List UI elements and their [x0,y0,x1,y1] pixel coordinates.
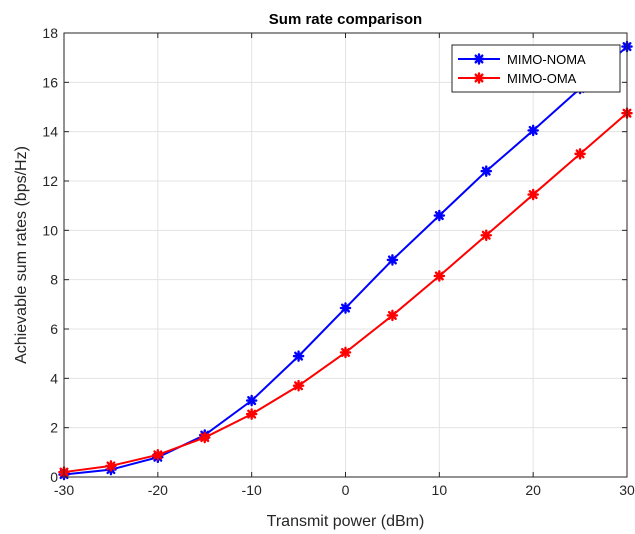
data-point [527,124,539,137]
y-tick-label: 4 [50,370,58,386]
legend-box [451,44,621,93]
chart-title: Sum rate comparison [269,11,422,28]
data-point [386,309,399,322]
x-tick-label: 30 [619,482,635,498]
legend-entry-mimo-oma: MIMO-OMA [458,71,577,86]
y-tick-label: 12 [42,173,58,189]
x-tick-label: 0 [342,482,350,498]
legend: MIMO-NOMA MIMO-OMA [451,44,621,93]
x-tick-label: -30 [54,482,74,498]
x-tick-label: 10 [432,482,448,498]
legend-marker [473,72,485,84]
data-point [292,350,305,362]
x-tick-label: 20 [525,482,541,498]
data-point [105,460,117,472]
x-tick-label: -10 [242,482,262,498]
y-axis-title: Achievable sum rates (bps/Hz) [13,146,30,364]
data-point [386,254,399,266]
data-point [292,379,305,392]
data-point [339,346,352,359]
x-axis-title: Transmit power (dBm) [267,513,425,530]
data-point [480,229,493,242]
y-tick-label: 0 [50,469,58,485]
data-point [574,148,586,160]
y-tick-labels: 0 2 4 6 8 10 12 14 16 18 [42,25,58,485]
y-tick-label: 14 [42,124,58,140]
y-tick-label: 8 [50,272,58,288]
data-point [152,449,164,461]
data-point [527,188,539,201]
y-tick-label: 2 [50,420,58,436]
data-point [339,302,352,314]
data-point [245,408,258,420]
legend-label: MIMO-OMA [507,71,577,86]
data-point [480,165,493,177]
y-tick-label: 6 [50,321,58,337]
data-point [245,394,258,407]
axes-frame [63,32,628,478]
legend-marker [473,53,485,65]
x-tick-label: -20 [148,482,168,498]
legend-entry-mimo-noma: MIMO-NOMA [458,52,586,67]
data-point [433,270,446,282]
y-tick-label: 16 [42,74,58,90]
data-point [433,209,446,222]
data-point [198,431,211,444]
x-tick-labels: -30 -20 -10 0 10 20 30 [54,482,635,498]
legend-label: MIMO-NOMA [507,52,586,67]
y-tick-label: 18 [42,25,58,41]
y-tick-label: 10 [42,222,58,238]
